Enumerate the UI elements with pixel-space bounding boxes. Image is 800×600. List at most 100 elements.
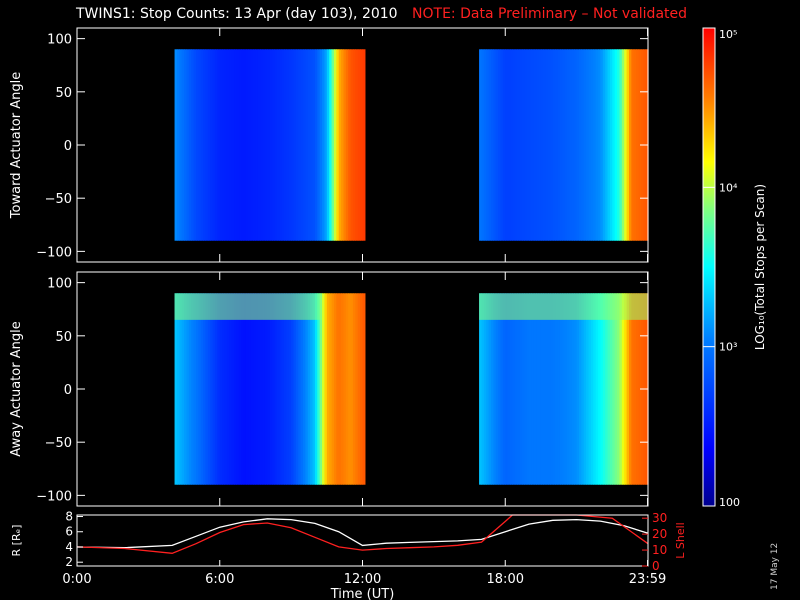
heatmap-cell bbox=[498, 49, 502, 241]
heatmap-cell bbox=[341, 49, 345, 241]
l-shell-series-line bbox=[76, 514, 649, 554]
heatmap-cell bbox=[590, 49, 594, 241]
heatmap-cell bbox=[490, 49, 494, 241]
heatmap-cell bbox=[574, 49, 578, 241]
heatmap-cell bbox=[505, 293, 509, 485]
heatmap-cell bbox=[540, 293, 544, 485]
x-tick-label: 12:00 bbox=[344, 572, 381, 587]
heatmap-cell bbox=[293, 49, 297, 241]
heatmap-cell bbox=[198, 293, 202, 485]
heatmap-cell bbox=[579, 49, 582, 241]
heatmap-cell bbox=[531, 49, 535, 241]
heatmap-cell bbox=[188, 293, 192, 485]
heatmap-cell bbox=[307, 293, 311, 485]
heatmap-cell bbox=[517, 49, 521, 241]
heatmap-cell bbox=[314, 49, 318, 241]
heatmap-cell bbox=[345, 293, 349, 485]
heatmap-cell bbox=[245, 49, 249, 241]
heatmap-cell bbox=[583, 293, 587, 485]
heatmap-cell bbox=[336, 293, 340, 485]
heatmap-cell bbox=[231, 49, 235, 241]
heatmap-cell bbox=[362, 49, 366, 241]
heatmap-cell bbox=[267, 293, 271, 485]
heatmap-cell bbox=[624, 49, 628, 241]
heatmap-cell bbox=[488, 293, 492, 485]
colorbar-tick-label: 10³ bbox=[719, 341, 737, 354]
y-tick-label: −50 bbox=[45, 436, 72, 451]
heatmap-cell bbox=[336, 49, 340, 241]
heatmap-cell bbox=[198, 49, 202, 241]
line-layer bbox=[76, 514, 649, 554]
heatmap-cell bbox=[217, 293, 221, 485]
heatmap-cell bbox=[191, 49, 195, 241]
heatmap-cell bbox=[222, 293, 226, 485]
heatmap-cell bbox=[609, 49, 613, 241]
heatmap-cell bbox=[179, 49, 183, 241]
heatmap-cell bbox=[512, 293, 516, 485]
heatmap-cell bbox=[272, 293, 276, 485]
heatmap-cell bbox=[269, 49, 273, 241]
heatmap-cell bbox=[226, 293, 230, 485]
heatmap-cell bbox=[312, 293, 316, 485]
heatmap-cell bbox=[350, 293, 354, 485]
heatmap-cell bbox=[581, 49, 585, 241]
heatmap-cell bbox=[186, 293, 190, 485]
heatmap-cell bbox=[607, 293, 611, 485]
heatmap-cell bbox=[593, 293, 597, 485]
heatmap-cell bbox=[203, 49, 207, 241]
heatmap-cell bbox=[312, 49, 316, 241]
heatmap-cell bbox=[495, 293, 499, 485]
heatmap-cell bbox=[322, 49, 326, 241]
heatmap-cell bbox=[564, 49, 568, 241]
heatmap-cell bbox=[555, 293, 559, 485]
heatmap-cell bbox=[253, 49, 257, 241]
heatmap-cell bbox=[257, 293, 261, 485]
heatmap-cell bbox=[298, 49, 302, 241]
heatmap-cell bbox=[624, 293, 628, 485]
heatmap-cell bbox=[195, 49, 199, 241]
heatmap-cell bbox=[538, 293, 542, 485]
heatmap-cell bbox=[626, 293, 630, 485]
heatmap-cell bbox=[550, 49, 554, 241]
heatmap-cell bbox=[203, 293, 207, 485]
heatmap-cell bbox=[488, 49, 492, 241]
heatmap-cell bbox=[533, 293, 537, 485]
heatmap-cell bbox=[493, 293, 497, 485]
heatmap-cell bbox=[307, 49, 311, 241]
heatmap-cell bbox=[207, 293, 211, 485]
x-tick-label: 6:00 bbox=[205, 572, 234, 587]
heatmap-cell bbox=[174, 293, 178, 485]
heatmap-cell bbox=[319, 293, 323, 485]
heatmap-cell bbox=[184, 293, 188, 485]
heatmap-cell bbox=[338, 49, 342, 241]
y-left-tick-label: 6 bbox=[65, 525, 73, 539]
heatmap-cell bbox=[229, 49, 233, 241]
y-right-axis-label: L Shell bbox=[674, 522, 687, 558]
heatmap-cell bbox=[281, 49, 285, 241]
heatmap-cell bbox=[548, 49, 552, 241]
heatmap-cell bbox=[207, 49, 211, 241]
heatmap-cell bbox=[331, 293, 335, 485]
heatmap-cell bbox=[548, 293, 552, 485]
heatmap-cell bbox=[352, 293, 356, 485]
heatmap-cell bbox=[514, 49, 518, 241]
heatmap-cell bbox=[193, 293, 197, 485]
heatmap-cell bbox=[569, 49, 573, 241]
y-tick-label: 100 bbox=[47, 277, 72, 292]
heatmap-cell bbox=[274, 49, 278, 241]
heatmap-cell bbox=[222, 49, 226, 241]
colorbar-tick-label: 10⁴ bbox=[719, 181, 738, 194]
heatmap-cell bbox=[269, 293, 273, 485]
heatmap-cell bbox=[241, 293, 245, 485]
heatmap-cell bbox=[617, 49, 621, 241]
heatmap-cell bbox=[545, 293, 549, 485]
heatmap-cell bbox=[617, 293, 621, 485]
r-series-line bbox=[76, 518, 649, 549]
heatmap-cell bbox=[195, 293, 199, 485]
heatmap-cell bbox=[526, 49, 530, 241]
x-tick-label: 0:00 bbox=[62, 572, 91, 587]
heatmap-cell bbox=[255, 49, 259, 241]
heatmap-cell bbox=[636, 293, 640, 485]
heatmap-cell bbox=[536, 293, 540, 485]
heatmap-cell bbox=[181, 49, 185, 241]
